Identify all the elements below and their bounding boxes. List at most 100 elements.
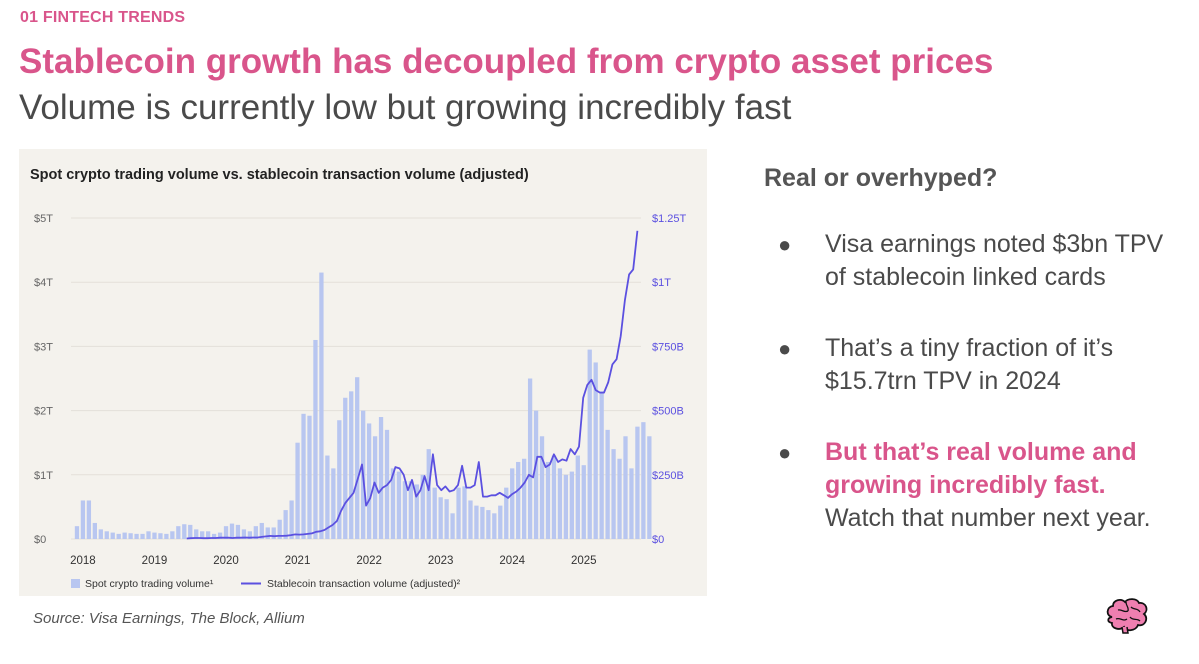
x-tick-label: 2025 [571,555,597,567]
x-tick-label: 2023 [428,555,454,567]
x-tick-label: 2019 [142,555,168,567]
legend-bar-label: Spot crypto trading volume¹ [85,578,214,590]
bar [468,500,473,539]
bar [241,529,247,539]
bullet-dot-icon: ● [778,232,792,257]
chart-y-left-axis: $0 $1T $2T $3T $4T $5T [34,213,53,546]
bar [527,378,533,539]
bar [92,522,97,539]
chart-panel: Spot crypto trading volume vs. stablecoi… [19,149,707,596]
legend-bar-swatch [71,579,80,588]
bar [545,461,551,539]
bar [414,484,419,539]
y-right-tick-label: $750B [652,341,684,353]
bullet-dot-icon: ● [778,336,792,361]
y-left-tick-label: $5T [34,213,53,225]
bar [259,522,264,539]
bar [134,533,139,539]
bar [289,500,294,539]
bar [122,532,127,539]
bar [480,506,485,539]
bar [581,465,586,539]
bar [307,415,312,539]
bar [533,410,539,539]
bullet-text: Visa earnings noted $3bn TPV of stableco… [825,230,1164,291]
bar [235,524,241,539]
bar [211,533,217,539]
bar [98,529,103,539]
page-title: Stablecoin growth has decoupled from cry… [19,42,994,81]
bar [402,481,408,539]
bar [396,471,402,539]
brain-icon [1106,598,1148,634]
sidebar-title: Real or overhyped? [764,164,998,192]
legend-line-label: Stablecoin transaction volume (adjusted)… [267,578,461,590]
bar [116,533,121,539]
bar [599,391,604,539]
chart-bars [74,272,652,539]
bar [349,391,354,539]
bar [444,499,449,539]
bar [158,533,163,539]
bar [176,526,181,539]
bar [432,487,437,539]
bar [223,526,229,539]
bar [247,531,253,539]
bar [569,471,574,539]
bar [504,487,509,539]
bar [188,524,193,539]
bullet-item-fraction: ● That’s a tiny fraction of it’s $15.7tr… [770,332,1180,398]
bar [611,449,616,539]
bar [110,532,115,539]
bullet-text: That’s a tiny fraction of it’s $15.7trn … [825,334,1114,395]
bar [104,531,109,539]
bar [140,533,145,539]
bar [563,474,569,539]
y-right-tick-label: $1.25T [652,213,687,225]
bar [164,533,169,539]
bar [265,527,270,539]
bar [420,474,425,539]
bar [277,519,282,539]
bar [521,458,527,539]
page-subtitle: Volume is currently low but growing incr… [19,88,792,127]
y-right-tick-label: $500B [652,406,684,418]
bar [74,526,80,539]
bar [301,413,306,539]
bar [516,461,521,539]
bar [313,339,318,539]
chart-line [186,230,639,540]
bar [557,468,563,539]
bar [605,429,610,539]
bullet-list: ● Visa earnings noted $3bn TPV of stable… [770,228,1180,535]
bar [539,436,545,539]
bar [510,468,515,539]
bar [200,531,205,539]
chart-y-right-axis: $0 $250B $500B $750B $1T $1.25T [652,213,687,546]
bullet-item-visa: ● Visa earnings noted $3bn TPV of stable… [770,228,1180,294]
bar [229,523,235,539]
bar [86,500,92,539]
y-left-tick-label: $2T [34,406,53,418]
bullet-item-growth: ● But that’s real volume and growing inc… [770,436,1180,535]
eyebrow-label: 01 FINTECH TRENDS [20,9,186,26]
bar [426,449,431,539]
bar [325,455,330,539]
bar [438,497,443,539]
bar [575,455,580,539]
y-right-tick-label: $1T [652,277,671,289]
bullet-text: Watch that number next year. [825,504,1151,532]
x-tick-label: 2021 [285,555,311,567]
y-right-tick-label: $250B [652,470,684,482]
bar [355,377,360,539]
x-tick-label: 2020 [213,555,239,567]
bar [390,468,396,539]
bar [194,529,199,539]
bar [378,417,384,539]
bar [283,510,288,539]
bar [456,487,461,539]
bar [641,422,646,539]
chart-title: Spot crypto trading volume vs. stablecoi… [30,167,529,183]
bar [492,513,497,539]
bar [319,272,324,539]
